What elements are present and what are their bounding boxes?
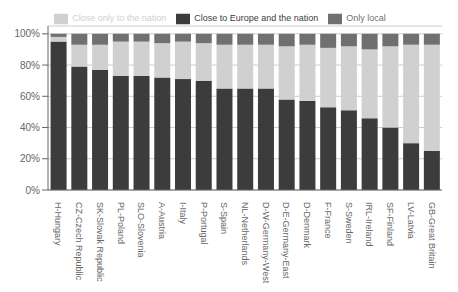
svg-text:S-Sweden: S-Sweden <box>344 202 354 244</box>
svg-text:CZ-Czech Republic: CZ-Czech Republic <box>74 202 84 281</box>
svg-text:40%: 40% <box>20 122 40 133</box>
svg-text:0%: 0% <box>26 185 41 196</box>
svg-text:H-Hungary: H-Hungary <box>53 202 63 246</box>
svg-text:SF-Finland: SF-Finland <box>385 202 395 246</box>
html-text:Only local: Only local <box>346 13 386 24</box>
svg-text:GB-Great Britain: GB-Great Britain <box>427 202 437 269</box>
svg-text:D-Denmark: D-Denmark <box>302 202 312 249</box>
svg-text:I-Italy: I-Italy <box>178 202 188 225</box>
svg-text:A-Austria: A-Austria <box>157 202 167 239</box>
svg-text:F-France: F-France <box>323 202 333 239</box>
svg-text:SLO-Slovenia: SLO-Slovenia <box>136 202 146 258</box>
svg-text:80%: 80% <box>20 60 40 71</box>
svg-text:IRL-Ireland: IRL-Ireland <box>364 202 374 247</box>
html-text:Close only to the nation: Close only to the nation <box>72 13 167 24</box>
svg-text:D-E-Germany-East: D-E-Germany-East <box>281 202 291 279</box>
svg-text:SK-Slovak Republic: SK-Slovak Republic <box>95 202 105 282</box>
svg-text:100%: 100% <box>14 28 40 39</box>
svg-text:D-W-Germany-West: D-W-Germany-West <box>261 202 271 284</box>
svg-text:NL-Netherlands: NL-Netherlands <box>240 202 250 266</box>
svg-text:LV-Latvia: LV-Latvia <box>406 202 416 239</box>
svg-text:P-Portugal: P-Portugal <box>199 202 209 245</box>
svg-text:S-Spain: S-Spain <box>219 202 229 234</box>
svg-text:PL-Poland: PL-Poland <box>116 202 126 244</box>
html-text:Close to Europe and the nation: Close to Europe and the nation <box>194 13 319 24</box>
svg-text:20%: 20% <box>20 153 40 164</box>
svg-text:60%: 60% <box>20 91 40 102</box>
